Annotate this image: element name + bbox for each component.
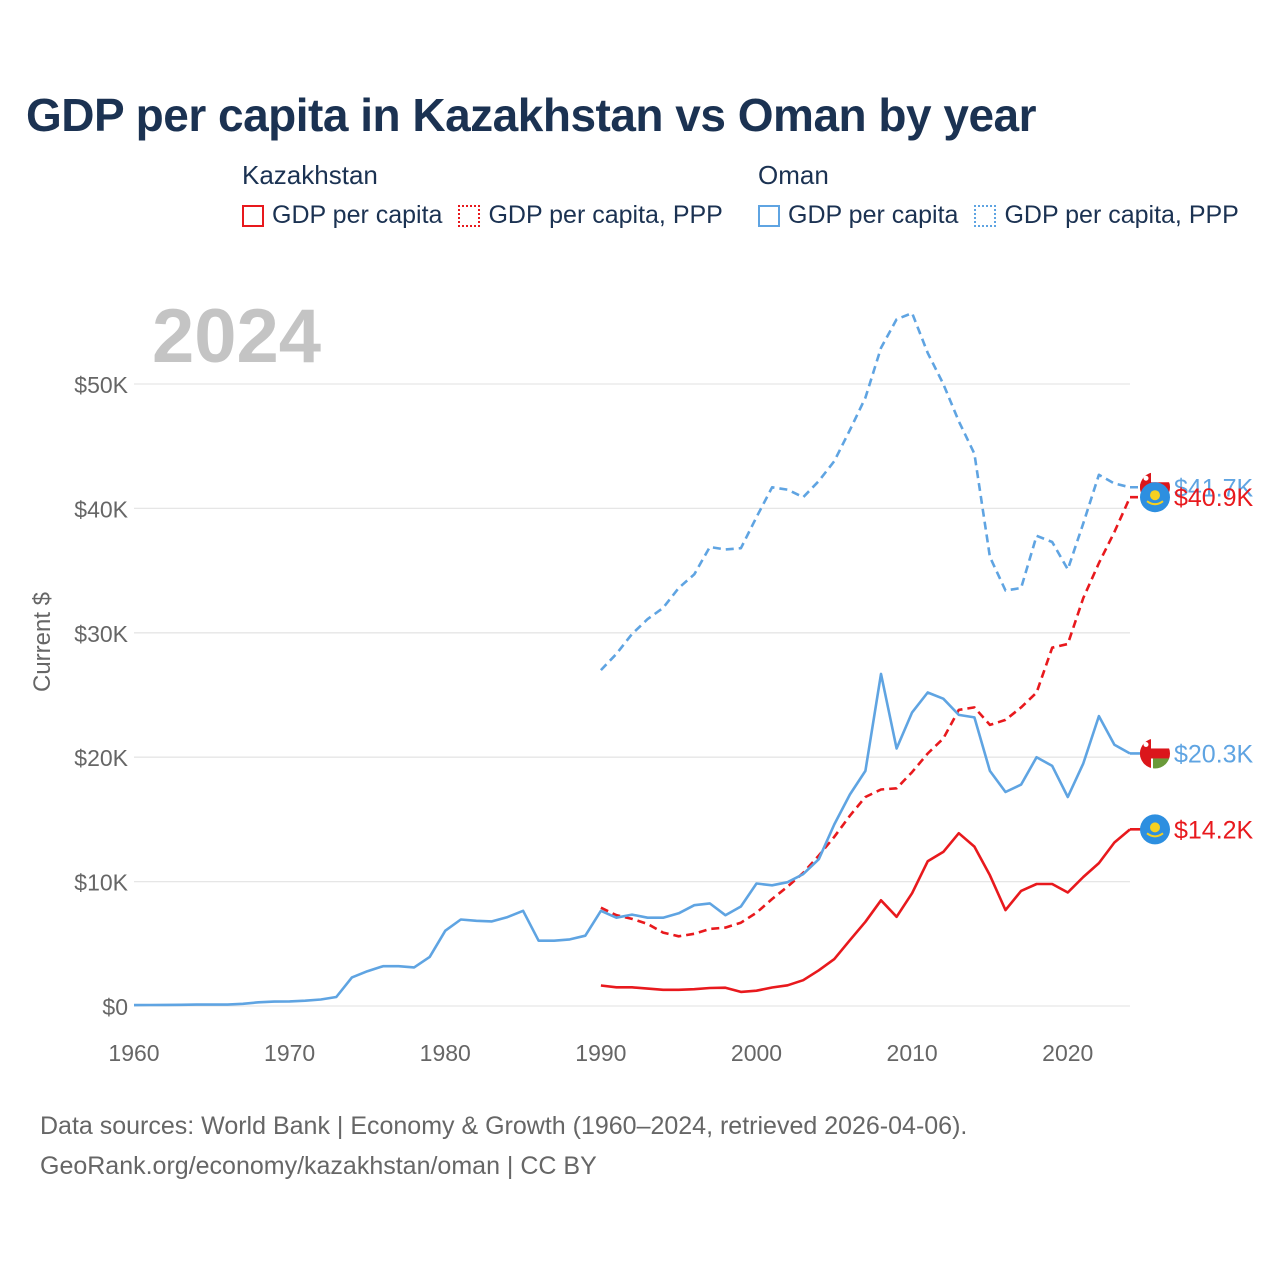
legend-item-kazakhstan-gdp[interactable]: GDP per capita <box>242 201 442 230</box>
legend-item-oman-gdp[interactable]: GDP per capita <box>758 201 958 230</box>
x-tick-label: 2000 <box>731 1040 782 1066</box>
legend-swatch-kazakhstan-gdp <box>242 204 264 227</box>
series-line-kazakhstan-gdp <box>600 828 1131 994</box>
y-tick-label: $30K <box>74 621 128 647</box>
legend-item-kazakhstan-ppp[interactable]: GDP per capita, PPP <box>458 201 723 230</box>
x-tick-label: 1980 <box>420 1040 471 1066</box>
year-label: 2024 <box>152 294 321 379</box>
y-tick-label: $0 <box>102 994 128 1020</box>
legend-heading-kazakhstan: Kazakhstan <box>242 160 378 190</box>
flag-kazakhstan-icon <box>1140 482 1170 513</box>
chart-title: GDP per capita in Kazakhstan vs Oman by … <box>26 89 1037 141</box>
end-value-label: $40.9K <box>1174 484 1254 512</box>
flag-oman-icon <box>1140 738 1170 769</box>
legend-heading-oman: Oman <box>758 160 829 190</box>
legend-label-oman-ppp: GDP per capita, PPP <box>1004 201 1239 229</box>
legend-label-oman-gdp: GDP per capita <box>788 201 959 229</box>
series-line-oman-ppp <box>599 311 1131 671</box>
flag-kazakhstan-icon <box>1140 814 1170 845</box>
y-axis-label: Current $ <box>29 592 56 692</box>
x-tick-label: 1960 <box>108 1040 159 1066</box>
legend-oman: Oman GDP per capita GDP per capita, PPP <box>758 160 1255 230</box>
x-tick-label: 2020 <box>1042 1040 1093 1066</box>
end-value-label: $14.2K <box>1174 816 1254 844</box>
end-value-label: $41.7K <box>1174 474 1254 502</box>
legend-swatch-oman-gdp <box>758 204 780 227</box>
footer-attribution: GeoRank.org/economy/kazakhstan/oman | CC… <box>40 1152 597 1180</box>
y-tick-label: $40K <box>74 496 128 522</box>
footer-sources: Data sources: World Bank | Economy & Gro… <box>40 1112 968 1140</box>
legend-label-kazakhstan-gdp: GDP per capita <box>272 201 443 229</box>
y-tick-label: $20K <box>74 745 128 771</box>
x-tick-label: 2010 <box>887 1040 938 1066</box>
y-tick-label: $50K <box>74 372 128 398</box>
x-tick-label: 1990 <box>575 1040 626 1066</box>
series-line-kazakhstan-ppp <box>600 496 1132 938</box>
series-line-oman-gdp <box>133 672 1131 1007</box>
legend-item-oman-ppp[interactable]: GDP per capita, PPP <box>974 201 1239 230</box>
x-tick-label: 1970 <box>264 1040 315 1066</box>
legend-label-kazakhstan-ppp: GDP per capita, PPP <box>488 201 723 229</box>
legend-kazakhstan: Kazakhstan GDP per capita GDP per capita… <box>242 160 739 230</box>
legend-swatch-kazakhstan-ppp <box>458 204 481 227</box>
legend-swatch-oman-ppp <box>974 204 997 227</box>
y-tick-label: $10K <box>74 870 128 896</box>
end-value-label: $20.3K <box>1174 740 1254 768</box>
footer: Data sources: World Bank | Economy & Gro… <box>40 1106 967 1186</box>
